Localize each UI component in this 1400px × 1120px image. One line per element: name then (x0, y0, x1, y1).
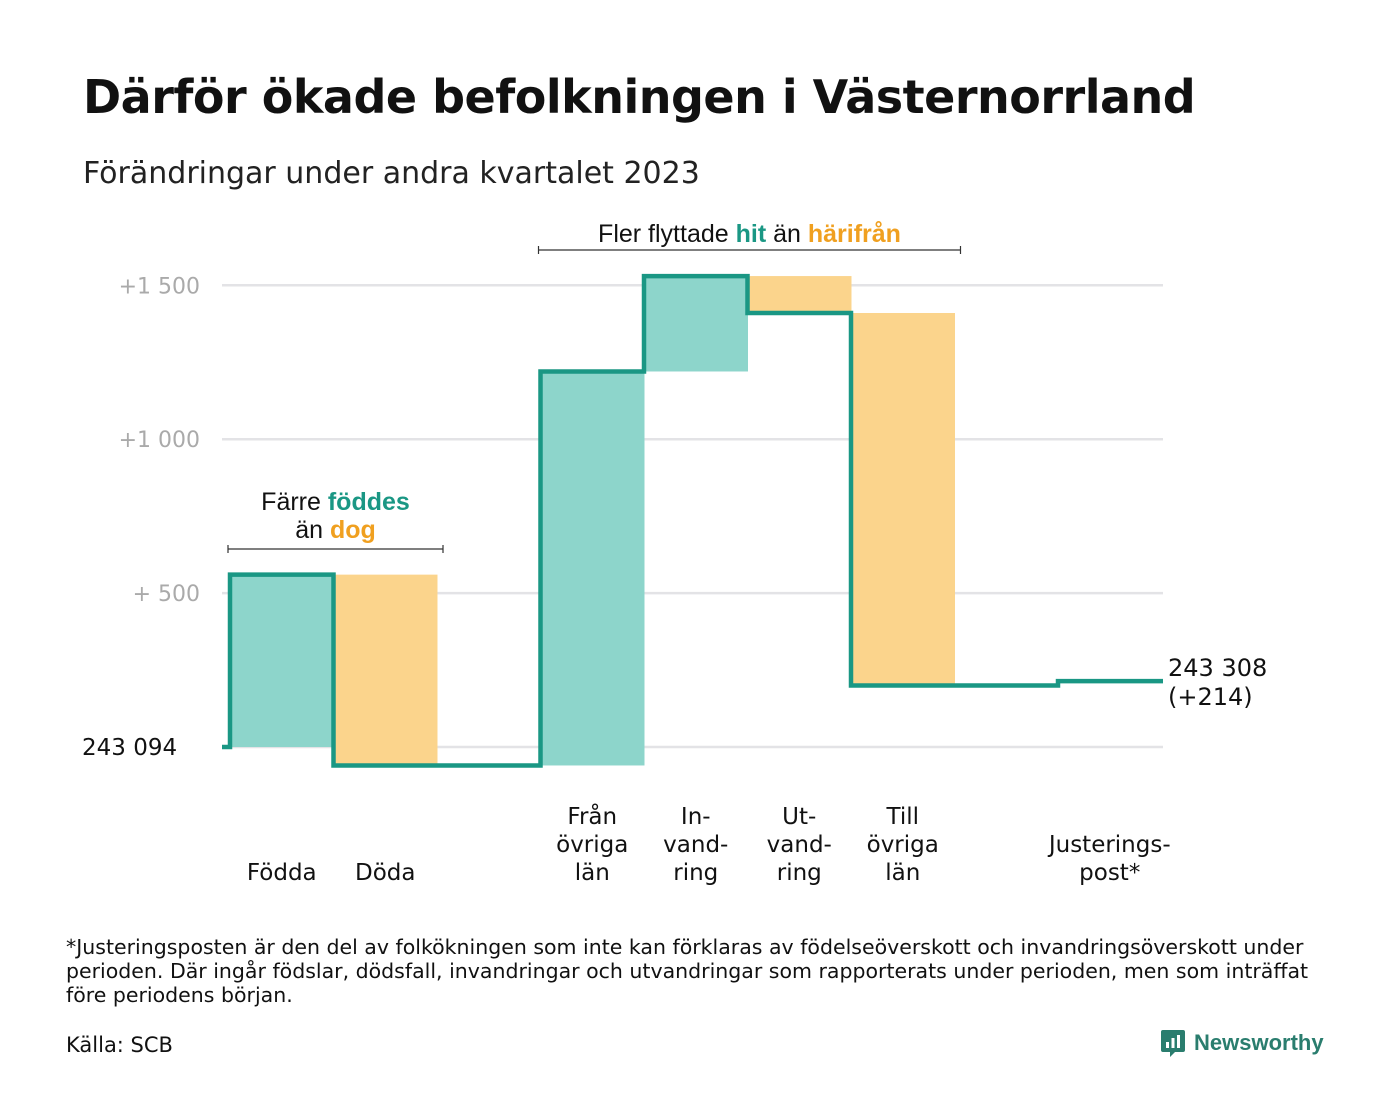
newsworthy-logo-icon (1161, 1030, 1185, 1057)
category-label: post* (1079, 860, 1140, 886)
chart-subtitle: Förändringar under andra kvartalet 2023 (83, 156, 700, 191)
annotation-segment: än (295, 516, 330, 544)
annotation-text: Fler flyttade hit än härifrån (598, 220, 901, 248)
category-label: vand- (663, 832, 728, 858)
y-tick-label: +1 500 (119, 274, 200, 299)
y-tick-label: +1 000 (119, 428, 200, 453)
category-label: övriga (556, 832, 628, 858)
bar-negative (747, 276, 852, 314)
y-tick-label: + 500 (133, 582, 200, 607)
bar-negative (851, 313, 955, 686)
category-label: Till (885, 804, 919, 830)
category-label: Födda (247, 860, 317, 886)
category-label: ring (673, 860, 718, 886)
annotation-segment: Färre (261, 488, 328, 516)
annotation-segment: Fler flyttade (598, 220, 736, 248)
brand-name: Newsworthy (1194, 1030, 1324, 1055)
bar-positive (230, 574, 334, 747)
category-label: ring (777, 860, 822, 886)
annotation-segment: härifrån (808, 220, 901, 248)
category-label: Justerings- (1047, 832, 1171, 858)
annotation-segment: än (766, 220, 808, 248)
bars (230, 276, 955, 766)
annotation-segment: hit (736, 220, 767, 248)
category-label: Döda (355, 860, 415, 886)
category-label: län (575, 860, 610, 886)
category-label: övriga (867, 832, 939, 858)
cumulative-line (222, 273, 1163, 768)
end-value-label: (+214) (1168, 683, 1253, 711)
category-label: Ut- (782, 804, 816, 830)
annotation-text: Färre föddes (261, 488, 410, 516)
source-note: Källa: SCB (66, 1033, 173, 1057)
bar-positive (644, 276, 748, 372)
category-label: vand- (767, 832, 832, 858)
annotation-text: än dog (295, 516, 376, 544)
bar-negative (333, 574, 438, 766)
annotation-segment: dog (330, 516, 376, 544)
end-value-label: 243 308 (1168, 654, 1267, 682)
brand-logo: Newsworthy (1160, 1028, 1324, 1058)
chart-title: Därför ökade befolkningen i Västernorrla… (83, 70, 1196, 124)
category-label: län (885, 860, 920, 886)
baseline-label: 243 094 (82, 735, 177, 761)
footnote: *Justeringsposten är den del av folkökni… (66, 935, 1309, 1007)
category-label: Från (567, 802, 617, 830)
annotation-segment: föddes (328, 488, 410, 516)
cumulative-step-line (222, 273, 1163, 768)
bar-positive (540, 371, 645, 766)
category-label: In- (681, 804, 711, 830)
